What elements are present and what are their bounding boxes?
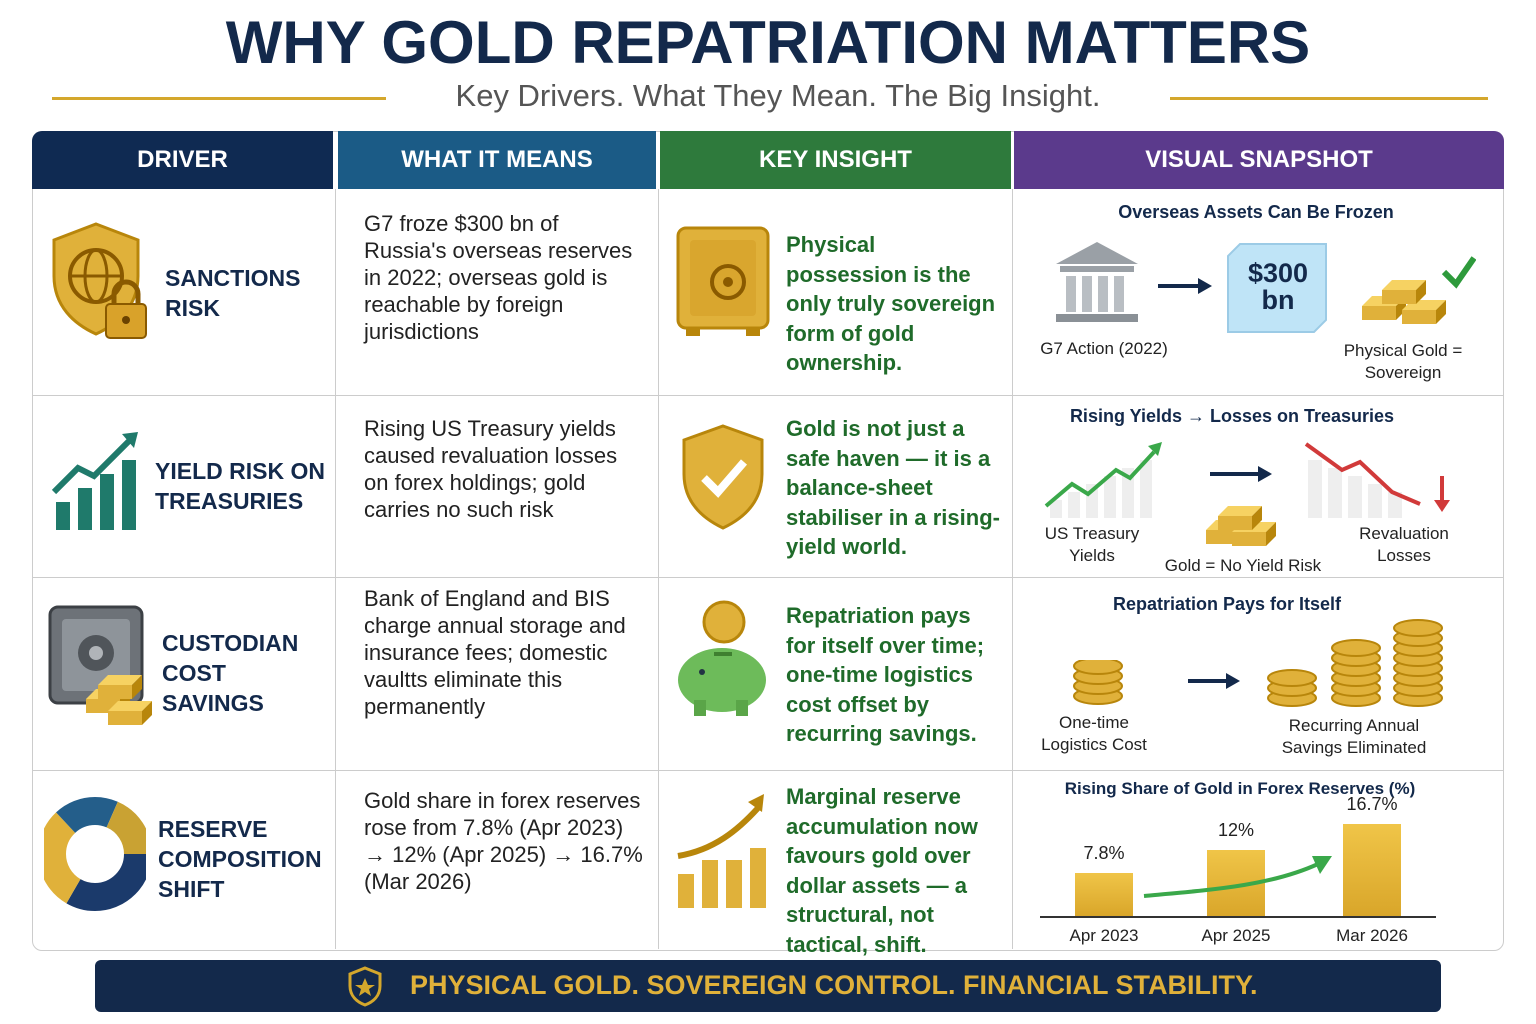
column-header: WHAT IT MEANS (338, 131, 656, 189)
rising-yields (1044, 442, 1162, 518)
column-header: DRIVER (32, 131, 333, 189)
row-divider (33, 770, 1503, 771)
value-label: 16.7% (1346, 794, 1398, 815)
column-divider (658, 189, 659, 949)
category-label: Apr 2023 (1069, 926, 1139, 945)
bar (1343, 824, 1401, 916)
column-header: KEY INSIGHT (660, 131, 1011, 189)
meaning: Rising US Treasury yields caused revalua… (364, 416, 618, 522)
snapshot-label: One-time Logistics Cost (1041, 713, 1147, 754)
baseline (1040, 916, 1436, 918)
shield-icon (348, 966, 382, 1007)
growth-chart-icon (51, 432, 138, 530)
trend-arrow (1143, 856, 1332, 898)
snapshot-label: Physical Gold = Sovereign (1343, 341, 1463, 382)
row-divider (33, 395, 1503, 396)
coin-stack (1073, 660, 1123, 705)
bank-icon (1056, 242, 1138, 322)
arrow (1158, 278, 1212, 294)
row-divider (33, 577, 1503, 578)
insight: Physical possession is the only truly so… (786, 232, 996, 375)
title: WHY GOLD REPATRIATION MATTERS (225, 9, 1311, 76)
footer-text: PHYSICAL GOLD. SOVEREIGN CONTROL. FINANC… (410, 970, 1258, 1000)
gold-bars-check (1362, 256, 1476, 324)
safe-icon (676, 226, 770, 336)
insight: Repatriation pays for itself over time; … (786, 603, 985, 746)
gold-bars (1206, 506, 1276, 546)
ice-cube (1227, 243, 1327, 333)
snapshot-title: Rising Yields → Losses on Treasuries (1069, 406, 1395, 426)
driver: SANCTIONS RISK (165, 264, 301, 321)
meaning: G7 froze $300 bn of Russia's overseas re… (364, 211, 633, 344)
snapshot-title: Repatriation Pays for Itself (1112, 594, 1342, 614)
column-header: VISUAL SNAPSHOT (1014, 131, 1504, 189)
driver: CUSTODIAN COST SAVINGS (162, 629, 299, 716)
shield-check-icon (682, 424, 764, 530)
safe-gold-icon (48, 605, 152, 725)
insight: Gold is not just a safe haven — it is a … (786, 416, 1000, 559)
category-label: Apr 2025 (1201, 926, 1271, 945)
snapshot-label: G7 Action (2022) (1040, 339, 1168, 358)
meaning: Gold share in forex reserves rose from 7… (364, 788, 643, 894)
value-label: 12% (1217, 820, 1255, 840)
snapshot-label: Recurring Annual Savings Eliminated (1281, 716, 1427, 757)
snapshot-title: Overseas Assets Can Be Frozen (1118, 202, 1394, 222)
shield-globe-icon (52, 222, 147, 339)
driver: YIELD RISK ON TREASURIES (155, 458, 325, 514)
arrow (1210, 466, 1272, 482)
footer-bar (95, 960, 1441, 1012)
snapshot-label: Gold = No Yield Risk (1164, 556, 1322, 575)
rule (1170, 97, 1488, 100)
meaning: Bank of England and BIS charge annual st… (364, 586, 626, 719)
arrow (1188, 673, 1240, 689)
driver: RESERVE COMPOSITION SHIFT (158, 816, 322, 902)
bar (1075, 873, 1133, 916)
column-divider (1012, 189, 1013, 949)
chart-title: Rising Share of Gold in Forex Reserves (… (1064, 779, 1416, 798)
snapshot-label: US Treasury Yields (1044, 524, 1140, 565)
insight: Marginal reserve accumulation now favour… (786, 784, 978, 957)
piggy-bank-icon (678, 600, 766, 716)
coin-stacks (1267, 619, 1443, 707)
frozen-amount: $300 bn (1247, 258, 1309, 315)
category-label: Mar 2026 (1336, 926, 1408, 945)
donut-icon (44, 797, 146, 911)
snapshot-label: Revaluation Losses (1359, 524, 1449, 565)
rule (52, 97, 386, 100)
falling-losses (1304, 442, 1450, 518)
subtitle: Key Drivers. What They Mean. The Big Ins… (455, 78, 1101, 113)
column-divider (335, 189, 336, 949)
value-label: 7.8% (1083, 843, 1125, 864)
rising-bars-icon (677, 794, 766, 908)
